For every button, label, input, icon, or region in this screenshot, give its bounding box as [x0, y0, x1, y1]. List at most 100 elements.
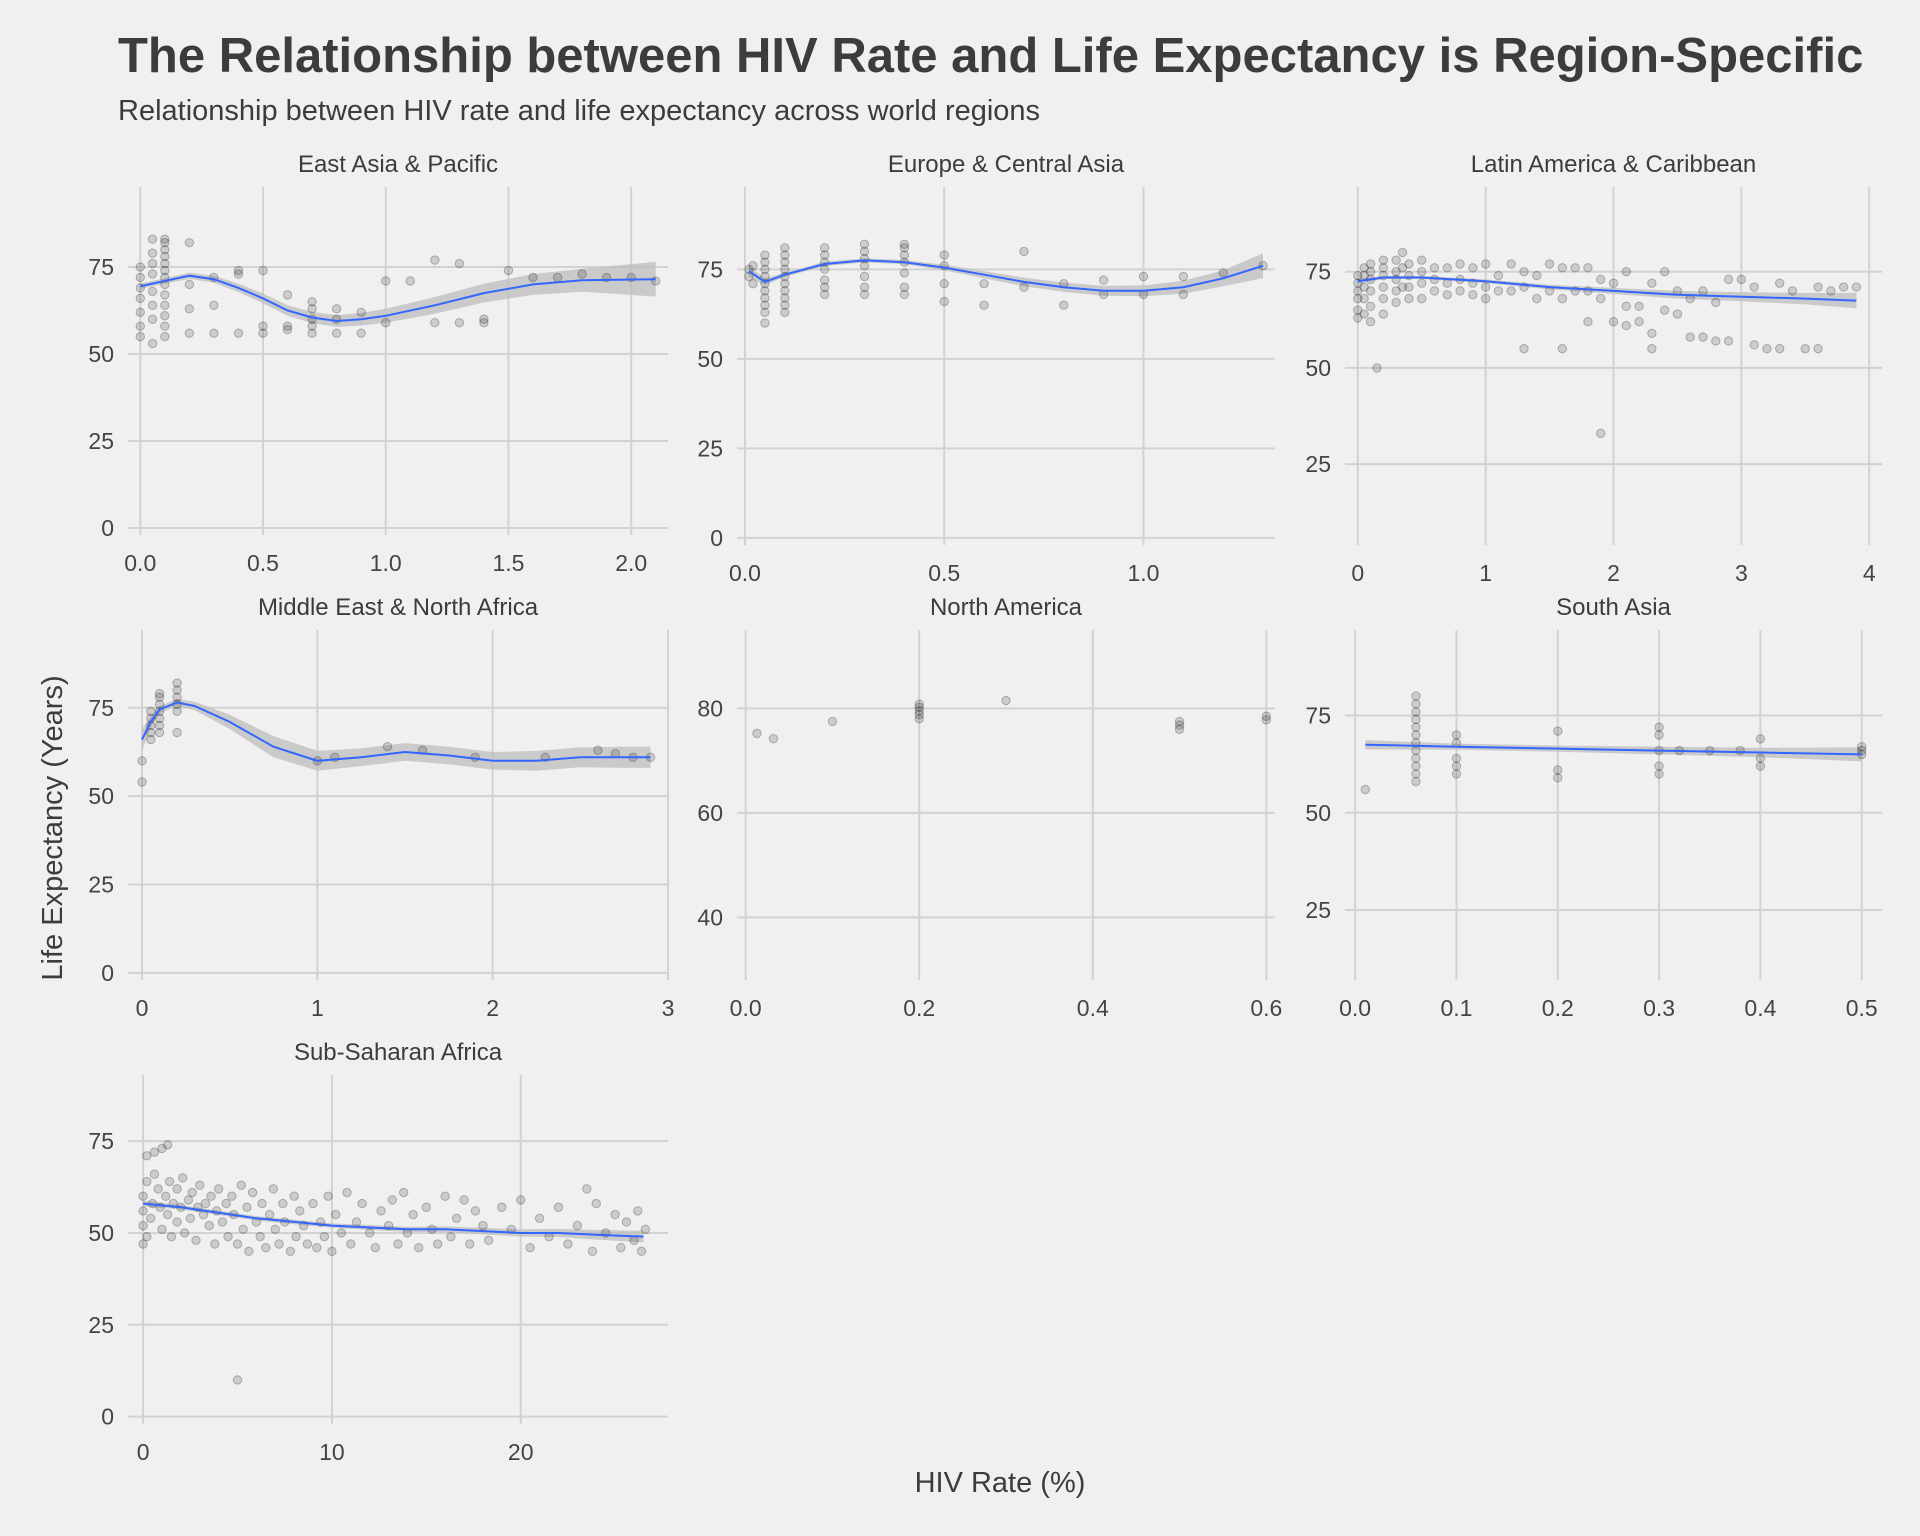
data-point	[154, 692, 165, 702]
x-tick-label: 10	[319, 1439, 345, 1465]
data-point	[1857, 745, 1867, 756]
data-point	[160, 251, 170, 262]
y-tick-label: 50	[88, 783, 114, 809]
data-point	[914, 702, 924, 713]
data-point	[470, 1206, 481, 1216]
data-point	[1654, 722, 1664, 732]
data-point	[563, 1239, 573, 1249]
data-point	[160, 321, 170, 331]
data-point	[503, 265, 514, 276]
data-point	[154, 720, 165, 731]
data-point	[1813, 282, 1823, 292]
data-point	[1800, 343, 1810, 354]
data-point	[819, 264, 830, 275]
x-tick-label: 0.3	[1643, 995, 1675, 1021]
data-point	[331, 328, 342, 338]
data-point	[357, 1198, 367, 1209]
smoothing-line	[748, 259, 1264, 292]
data-point	[1429, 263, 1440, 273]
data-point	[780, 300, 790, 310]
data-point	[1647, 343, 1657, 354]
data-point	[1736, 274, 1747, 285]
data-point	[210, 1239, 220, 1249]
data-point	[760, 286, 770, 296]
facet-strip-label: South Asia	[1556, 594, 1671, 621]
data-point	[146, 734, 156, 745]
data-point	[1359, 293, 1369, 304]
data-point	[244, 1246, 254, 1257]
data-point	[1838, 282, 1849, 292]
data-point	[899, 282, 910, 292]
data-point	[302, 1239, 313, 1249]
data-point	[1451, 761, 1462, 771]
data-point	[142, 1231, 152, 1242]
data-point	[1654, 769, 1664, 779]
data-point	[525, 1242, 535, 1253]
data-point	[191, 1235, 201, 1246]
data-point	[209, 300, 219, 311]
data-point	[1404, 282, 1414, 292]
data-point	[1544, 259, 1555, 269]
data-point	[160, 331, 170, 342]
data-point	[331, 304, 342, 314]
data-point	[1258, 261, 1268, 271]
data-point	[147, 286, 158, 297]
data-point	[242, 1202, 252, 1212]
data-point	[1365, 301, 1376, 312]
y-tick-label: 50	[88, 341, 114, 367]
data-point	[179, 1228, 190, 1238]
data-point	[137, 777, 147, 787]
data-point	[153, 1184, 163, 1194]
data-point	[859, 261, 870, 271]
data-point	[387, 1195, 398, 1205]
data-point	[160, 244, 170, 255]
y-tick-label: 50	[1305, 355, 1331, 381]
data-point	[172, 685, 182, 695]
data-point	[1506, 259, 1516, 269]
data-point	[819, 275, 830, 285]
data-point	[859, 239, 870, 249]
data-point	[582, 1184, 592, 1194]
data-point	[1749, 282, 1759, 292]
data-point	[1378, 282, 1389, 292]
data-point	[748, 261, 758, 271]
data-point	[1378, 293, 1389, 304]
data-point	[465, 1239, 475, 1249]
data-point	[1174, 724, 1185, 734]
data-point	[572, 1220, 583, 1231]
data-point	[1519, 343, 1529, 354]
data-point	[451, 1213, 462, 1223]
y-tick-label: 80	[697, 695, 723, 721]
facet-strip-label: Europe & Central Asia	[888, 151, 1125, 178]
data-point	[1417, 293, 1427, 304]
data-point	[147, 300, 158, 311]
data-point	[356, 307, 366, 317]
data-point	[744, 271, 754, 282]
data-point	[258, 328, 268, 338]
data-point	[1468, 263, 1478, 273]
y-tick-label: 25	[88, 428, 114, 454]
data-point	[393, 1239, 403, 1249]
data-point	[172, 692, 182, 702]
data-point	[1755, 753, 1766, 764]
data-point	[346, 1239, 356, 1249]
data-point	[209, 328, 219, 338]
data-point	[430, 255, 440, 265]
data-point	[137, 756, 147, 766]
confidence-band	[1365, 740, 1862, 762]
data-point	[172, 678, 182, 688]
data-point	[1365, 266, 1376, 277]
data-point	[859, 282, 870, 292]
data-point	[1659, 305, 1670, 315]
data-point	[135, 331, 145, 342]
x-axis-title: HIV Rate (%)	[915, 1467, 1086, 1499]
data-point	[414, 1242, 424, 1253]
y-tick-label: 75	[697, 256, 723, 282]
data-point	[1411, 745, 1421, 756]
x-tick-label: 0.4	[1077, 995, 1109, 1021]
smoothing-line	[1365, 743, 1862, 756]
data-point	[351, 1217, 362, 1227]
x-tick-label: 1.5	[492, 550, 524, 576]
data-point	[238, 1224, 248, 1234]
data-point	[1391, 255, 1401, 265]
